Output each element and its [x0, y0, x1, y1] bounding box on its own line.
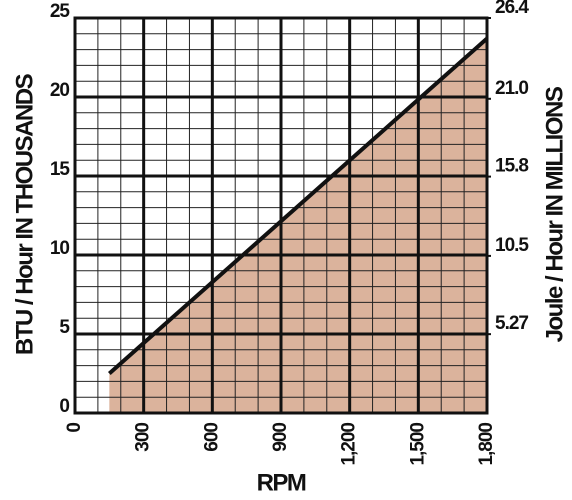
- line: [108, 37, 489, 375]
- x-tick-label: 1,500: [407, 423, 428, 466]
- y2-tick-label: 21.0: [495, 78, 528, 99]
- x-tick-label: 600: [201, 423, 222, 452]
- area: [109, 38, 487, 413]
- y2-tick-label: 5.27: [495, 313, 528, 334]
- y-tick-label: 0: [59, 396, 69, 417]
- y-tick-label: 25: [50, 1, 71, 22]
- y2-tick-label: 15.8: [495, 156, 528, 177]
- y2-axis-label: Joule / Hour IN MILLIONS: [541, 86, 568, 342]
- x-tick-label: 900: [270, 423, 291, 452]
- plot-frame: [73, 16, 489, 415]
- y-tick-label: 5: [59, 317, 70, 338]
- y-axis-label: BTU / Hour IN THOUSANDS: [11, 73, 38, 355]
- x-axis-label: RPM: [257, 469, 306, 496]
- y2-tick-label: 26.4: [495, 0, 529, 18]
- x-tick-label: 0: [64, 423, 85, 433]
- y-tick-label: 20: [50, 80, 70, 101]
- x-tick-label: 300: [133, 423, 154, 452]
- x-tick-label: 1,800: [476, 423, 497, 466]
- y-tick-label: 10: [50, 238, 70, 259]
- x-tick-label: 1,200: [339, 423, 360, 466]
- y-tick-label: 15: [50, 159, 71, 180]
- y2-tick-label: 10.5: [495, 235, 529, 256]
